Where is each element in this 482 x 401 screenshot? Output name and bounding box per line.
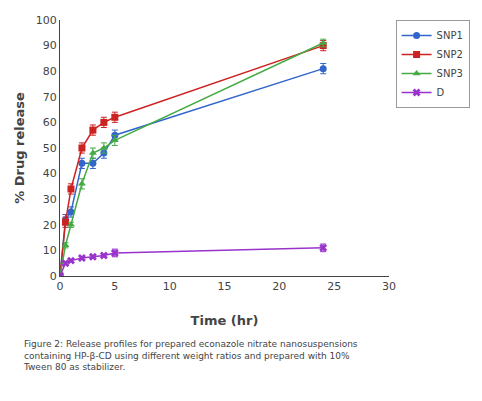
svg-text:SNP1: SNP1 bbox=[437, 30, 463, 41]
svg-text:40: 40 bbox=[43, 167, 57, 180]
svg-text:Time (hr): Time (hr) bbox=[191, 313, 259, 328]
svg-text:90: 90 bbox=[43, 39, 57, 52]
svg-text:SNP3: SNP3 bbox=[437, 68, 463, 79]
svg-text:0: 0 bbox=[50, 270, 57, 283]
svg-text:60: 60 bbox=[43, 116, 57, 129]
svg-text:5: 5 bbox=[111, 280, 118, 293]
svg-text:0: 0 bbox=[57, 280, 64, 293]
svg-text:10: 10 bbox=[43, 244, 57, 257]
svg-text:10: 10 bbox=[163, 280, 177, 293]
svg-text:30: 30 bbox=[382, 280, 396, 293]
svg-text:70: 70 bbox=[43, 91, 57, 104]
svg-text:30: 30 bbox=[43, 193, 57, 206]
svg-text:100: 100 bbox=[36, 14, 57, 27]
svg-text:Figure 2: Release profiles for: Figure 2: Release profiles for prepared … bbox=[23, 339, 358, 372]
svg-text:25: 25 bbox=[327, 280, 341, 293]
svg-text:50: 50 bbox=[43, 142, 57, 155]
svg-text:D: D bbox=[437, 87, 445, 98]
svg-text:SNP2: SNP2 bbox=[437, 49, 463, 60]
svg-text:20: 20 bbox=[272, 280, 286, 293]
svg-text:20: 20 bbox=[43, 219, 57, 232]
svg-text:15: 15 bbox=[218, 280, 232, 293]
svg-text:80: 80 bbox=[43, 65, 57, 78]
svg-text:% Drug release: % Drug release bbox=[12, 92, 27, 204]
